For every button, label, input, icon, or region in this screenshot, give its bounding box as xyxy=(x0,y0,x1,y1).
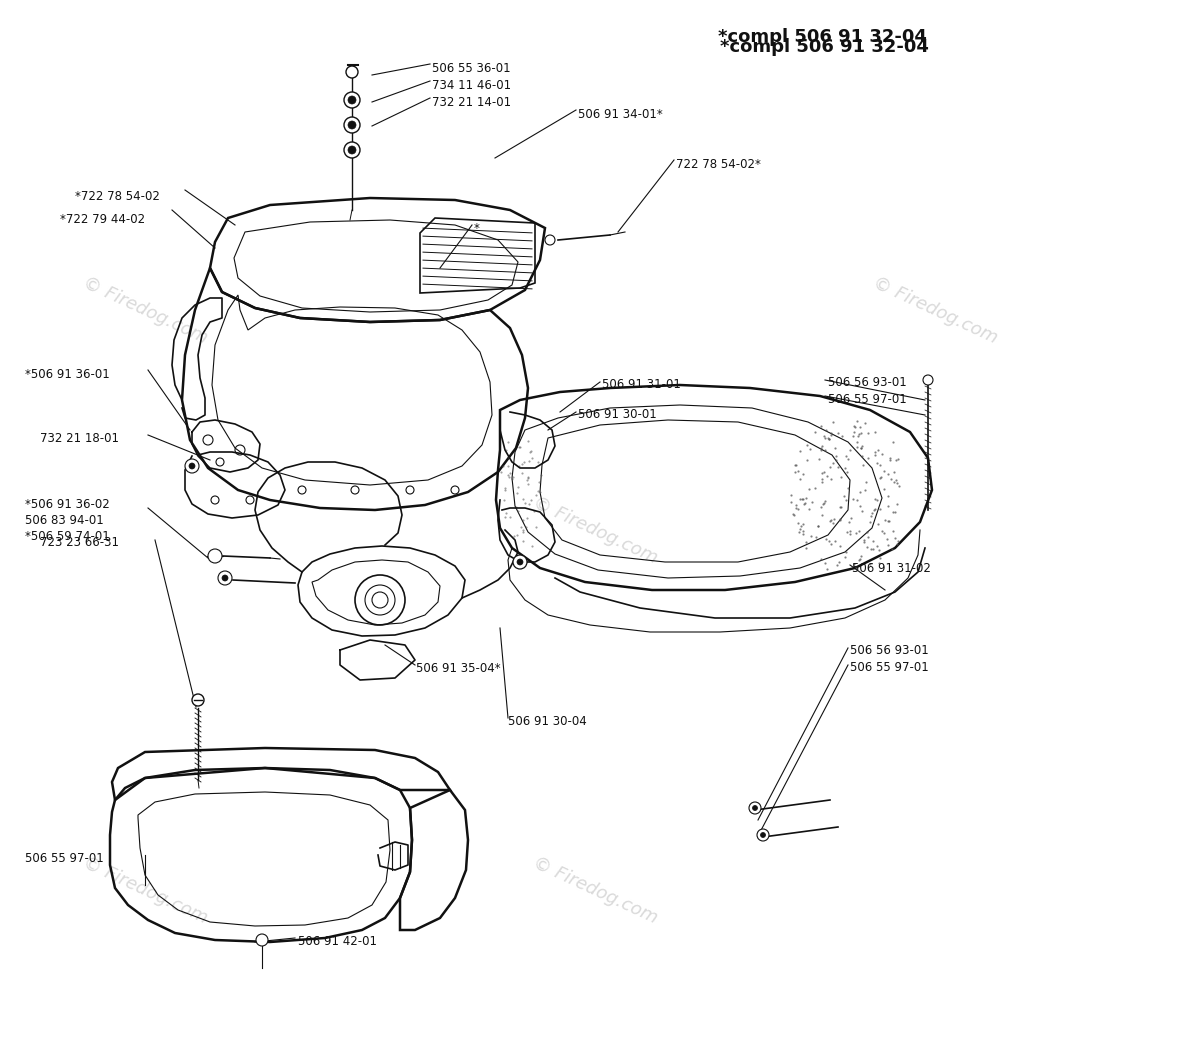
Text: 506 56 93-01: 506 56 93-01 xyxy=(850,645,929,657)
Circle shape xyxy=(348,96,356,104)
Text: 506 91 42-01: 506 91 42-01 xyxy=(299,935,376,948)
Circle shape xyxy=(517,559,523,565)
Text: 732 21 14-01: 732 21 14-01 xyxy=(432,96,511,109)
Circle shape xyxy=(513,555,527,569)
Text: 722 78 54-02*: 722 78 54-02* xyxy=(676,158,761,171)
Text: *506 59 74-01: *506 59 74-01 xyxy=(25,530,110,543)
Text: *506 91 36-02: *506 91 36-02 xyxy=(25,498,110,511)
Text: 506 83 94-01: 506 83 94-01 xyxy=(25,514,104,527)
Text: 734 11 46-01: 734 11 46-01 xyxy=(432,79,511,92)
Text: *compl 506 91 32-04: *compl 506 91 32-04 xyxy=(720,38,929,56)
Text: © Firedog.com: © Firedog.com xyxy=(80,274,210,347)
Text: © Firedog.com: © Firedog.com xyxy=(870,274,1001,347)
Circle shape xyxy=(760,832,766,837)
Text: © Firedog.com: © Firedog.com xyxy=(530,853,661,926)
Circle shape xyxy=(345,92,360,108)
Circle shape xyxy=(348,121,356,129)
Circle shape xyxy=(222,575,228,581)
Text: 506 91 30-04: 506 91 30-04 xyxy=(509,715,586,728)
Text: 506 56 93-01: 506 56 93-01 xyxy=(828,376,906,389)
Circle shape xyxy=(348,146,356,154)
Text: 506 55 36-01: 506 55 36-01 xyxy=(432,62,511,75)
Circle shape xyxy=(185,459,199,473)
Circle shape xyxy=(749,802,761,814)
Circle shape xyxy=(545,235,555,245)
Circle shape xyxy=(189,463,195,470)
Text: 506 55 97-01: 506 55 97-01 xyxy=(828,393,906,406)
Text: 506 91 30-01: 506 91 30-01 xyxy=(578,408,657,421)
Circle shape xyxy=(345,117,360,133)
Text: 506 91 31-01: 506 91 31-01 xyxy=(602,378,681,391)
Text: *506 91 36-01: *506 91 36-01 xyxy=(25,368,110,381)
Circle shape xyxy=(208,549,222,563)
Text: *722 79 44-02: *722 79 44-02 xyxy=(60,213,145,226)
Circle shape xyxy=(753,806,758,810)
Text: 506 55 97-01: 506 55 97-01 xyxy=(25,852,104,865)
Text: *722 78 54-02: *722 78 54-02 xyxy=(76,190,159,203)
Text: 506 91 34-01*: 506 91 34-01* xyxy=(578,108,663,121)
Circle shape xyxy=(218,571,232,585)
Text: 506 91 31-02: 506 91 31-02 xyxy=(852,562,931,575)
Text: 732 21 18-01: 732 21 18-01 xyxy=(40,432,119,445)
Text: *compl 506 91 32-04: *compl 506 91 32-04 xyxy=(717,28,926,46)
Text: 506 55 97-01: 506 55 97-01 xyxy=(850,661,929,674)
Circle shape xyxy=(923,375,933,385)
Text: © Firedog.com: © Firedog.com xyxy=(530,494,661,567)
Text: 723 23 66-31: 723 23 66-31 xyxy=(40,536,119,549)
Circle shape xyxy=(345,141,360,158)
Circle shape xyxy=(758,829,769,840)
Text: 506 91 35-04*: 506 91 35-04* xyxy=(417,662,500,675)
Text: *: * xyxy=(474,222,480,235)
Circle shape xyxy=(346,66,358,78)
Circle shape xyxy=(256,934,268,946)
Circle shape xyxy=(192,694,204,706)
Text: © Firedog.com: © Firedog.com xyxy=(80,853,210,926)
